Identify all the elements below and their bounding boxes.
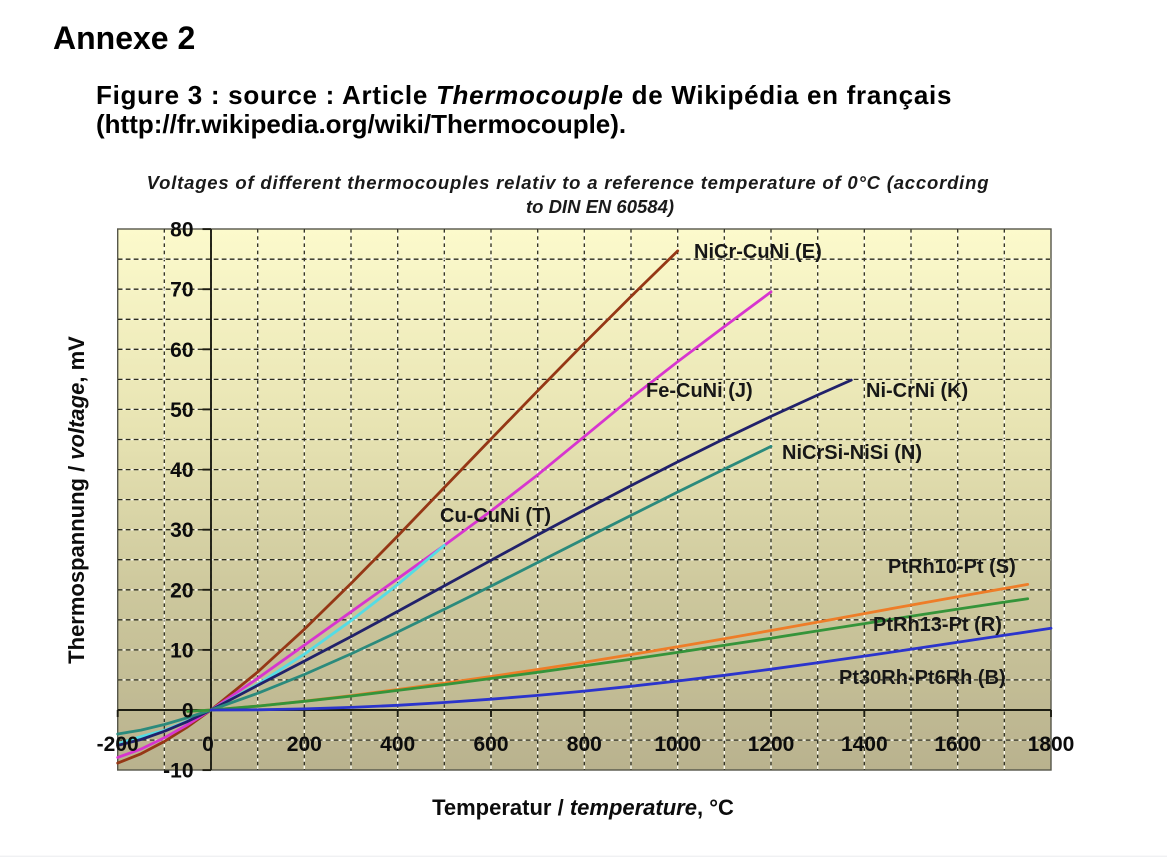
- svg-text:60: 60: [170, 339, 193, 362]
- svg-text:1400: 1400: [841, 733, 888, 756]
- svg-text:NiCrSi-NiSi (N): NiCrSi-NiSi (N): [782, 442, 922, 464]
- svg-text:80: 80: [170, 219, 193, 242]
- svg-text:0: 0: [182, 700, 194, 723]
- svg-text:600: 600: [473, 733, 508, 756]
- svg-text:800: 800: [567, 733, 602, 756]
- svg-text:50: 50: [170, 399, 193, 422]
- svg-text:1000: 1000: [654, 733, 701, 756]
- svg-text:1200: 1200: [748, 733, 795, 756]
- svg-text:-200: -200: [97, 733, 139, 756]
- svg-text:0: 0: [202, 733, 214, 756]
- svg-text:Cu-CuNi (T): Cu-CuNi (T): [440, 505, 551, 527]
- svg-text:Fe-CuNi (J): Fe-CuNi (J): [646, 380, 753, 402]
- svg-text:Voltages of different thermoco: Voltages of different thermocouples rela…: [147, 172, 990, 193]
- svg-text:NiCr-CuNi (E): NiCr-CuNi (E): [694, 241, 822, 263]
- svg-text:Pt30Rh-Pt6Rh (B): Pt30Rh-Pt6Rh (B): [839, 667, 1006, 689]
- svg-text:PtRh10-Pt (S): PtRh10-Pt (S): [888, 556, 1016, 578]
- svg-text:30: 30: [170, 519, 193, 542]
- svg-text:70: 70: [170, 279, 193, 302]
- svg-text:to DIN EN 60584): to DIN EN 60584): [526, 196, 674, 217]
- svg-text:-10: -10: [163, 760, 193, 783]
- svg-text:20: 20: [170, 579, 193, 602]
- svg-text:1800: 1800: [1028, 733, 1075, 756]
- svg-text:Temperatur / temperature, °C: Temperatur / temperature, °C: [432, 795, 734, 820]
- svg-text:Ni-CrNi (K): Ni-CrNi (K): [866, 380, 968, 402]
- svg-text:1600: 1600: [934, 733, 981, 756]
- svg-text:400: 400: [380, 733, 415, 756]
- svg-text:10: 10: [170, 639, 193, 662]
- svg-text:200: 200: [287, 733, 322, 756]
- svg-text:PtRh13-Pt (R): PtRh13-Pt (R): [873, 614, 1002, 636]
- svg-text:Thermospannung / voltage, mV: Thermospannung / voltage, mV: [64, 336, 89, 664]
- svg-text:40: 40: [170, 459, 193, 482]
